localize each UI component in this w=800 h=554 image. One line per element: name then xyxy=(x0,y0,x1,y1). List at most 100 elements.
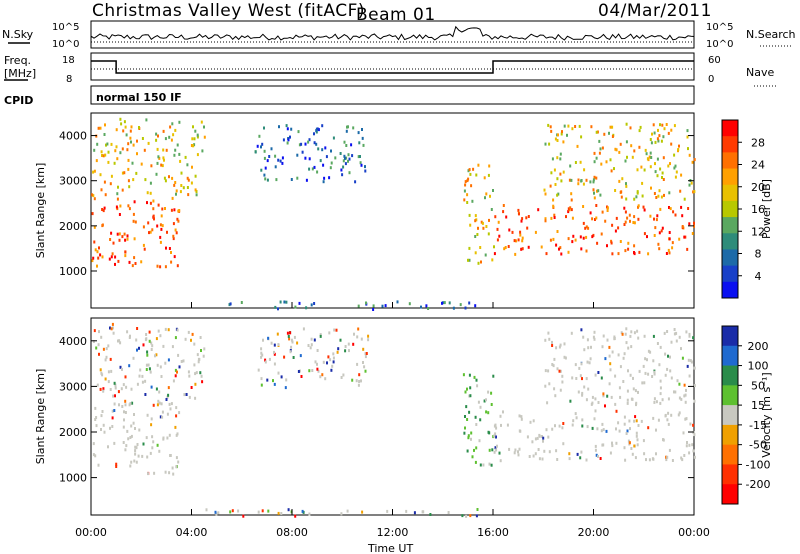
power-cell xyxy=(149,181,152,185)
velocity-cell xyxy=(602,443,605,447)
power-cell xyxy=(488,164,491,168)
velocity-cell xyxy=(308,369,311,373)
power-cell xyxy=(313,165,316,169)
power-cell xyxy=(470,184,473,188)
power-cell xyxy=(101,154,103,157)
velocity-cell xyxy=(555,346,558,350)
power-cell xyxy=(263,173,266,177)
power-cell xyxy=(660,195,663,199)
power-cell xyxy=(606,244,608,248)
power-cell xyxy=(582,182,585,186)
power-cell xyxy=(641,194,644,198)
cpid-label: CPID xyxy=(4,94,33,107)
power-cell xyxy=(108,257,111,261)
velocity-cell xyxy=(176,370,178,374)
velocity-cell xyxy=(161,415,164,419)
velocity-cell xyxy=(626,389,629,393)
velocity-cell xyxy=(316,349,319,352)
velocity-cell xyxy=(332,360,335,364)
velocity-cell xyxy=(134,449,137,453)
velocity-cell xyxy=(149,451,152,455)
velocity-cell xyxy=(112,394,115,398)
power-cell xyxy=(161,164,164,168)
power-cell xyxy=(321,148,324,152)
velocity-cell xyxy=(156,443,159,447)
velocity-cell xyxy=(649,350,652,354)
velocity-cell xyxy=(626,398,629,402)
velocity-cell xyxy=(470,431,473,435)
velocity-cell xyxy=(647,426,650,430)
velocity-cell xyxy=(136,443,139,446)
power-cell xyxy=(459,303,462,307)
power-cell xyxy=(131,161,134,165)
velocity-cell xyxy=(664,352,667,356)
velocity-cell xyxy=(262,338,264,342)
nsky-line xyxy=(90,25,695,41)
power-cell xyxy=(680,173,683,177)
power-cell xyxy=(560,179,563,183)
velocity-cell xyxy=(297,370,300,373)
velocity-cell xyxy=(659,386,662,390)
velocity-cell xyxy=(546,401,549,405)
velocity-cell xyxy=(622,380,625,383)
power-cell xyxy=(520,219,523,223)
power-cell xyxy=(597,189,600,193)
velocity-cell xyxy=(666,455,669,459)
power-cell xyxy=(615,216,618,220)
velocity-cell xyxy=(296,341,299,345)
power-cell xyxy=(544,192,547,196)
velocity-cell xyxy=(467,436,470,440)
power-cell xyxy=(195,193,198,197)
velocity-cell xyxy=(142,343,145,347)
velocity-cell xyxy=(633,331,636,335)
velocity-cell xyxy=(292,356,295,359)
velocity-cell xyxy=(495,435,497,439)
colorbar-tick-label: 8 xyxy=(755,248,762,261)
power-cell xyxy=(618,179,621,183)
power-cell xyxy=(172,237,175,241)
power-cell xyxy=(507,245,510,248)
velocity-cell xyxy=(169,454,172,457)
power-cell xyxy=(678,144,680,148)
power-cell xyxy=(657,128,659,132)
power-cell xyxy=(683,197,686,201)
velocity-cell xyxy=(175,465,178,469)
power-cell xyxy=(492,189,494,192)
power-cell xyxy=(464,306,467,310)
power-cell xyxy=(149,201,152,205)
velocity-cell xyxy=(622,356,625,360)
velocity-cell xyxy=(104,377,107,381)
power-cell xyxy=(117,185,119,189)
colorbar-tick-label: 20 xyxy=(751,181,765,194)
power-cell xyxy=(159,235,162,239)
velocity-cell xyxy=(681,458,684,462)
power-cell xyxy=(173,153,176,157)
velocity-cell xyxy=(542,436,545,440)
power-cell xyxy=(680,205,683,209)
velocity-cell xyxy=(267,336,270,340)
velocity-cell xyxy=(92,442,95,446)
power-cell xyxy=(562,140,565,144)
velocity-cell xyxy=(469,394,472,398)
power-cell xyxy=(692,190,695,194)
power-cell xyxy=(298,143,301,147)
power-cell xyxy=(161,224,164,228)
velocity-cell xyxy=(643,334,646,338)
power-cell xyxy=(365,301,367,305)
velocity-cell xyxy=(284,386,287,390)
power-cell xyxy=(283,300,286,304)
velocity-cell xyxy=(642,364,645,368)
power-cell xyxy=(553,213,556,217)
velocity-cell xyxy=(661,398,664,402)
power-cell xyxy=(570,208,573,212)
velocity-cell xyxy=(601,345,604,349)
velocity-cell xyxy=(367,338,370,342)
colorbar-tick-label: 16 xyxy=(751,203,765,216)
velocity-cell xyxy=(520,415,523,419)
power-cell xyxy=(152,207,155,211)
beam-title: Beam 01 xyxy=(356,5,436,25)
power-cell xyxy=(662,135,665,139)
power-cell xyxy=(158,156,161,160)
velocity-cell xyxy=(148,367,151,371)
velocity-cell xyxy=(160,375,163,378)
